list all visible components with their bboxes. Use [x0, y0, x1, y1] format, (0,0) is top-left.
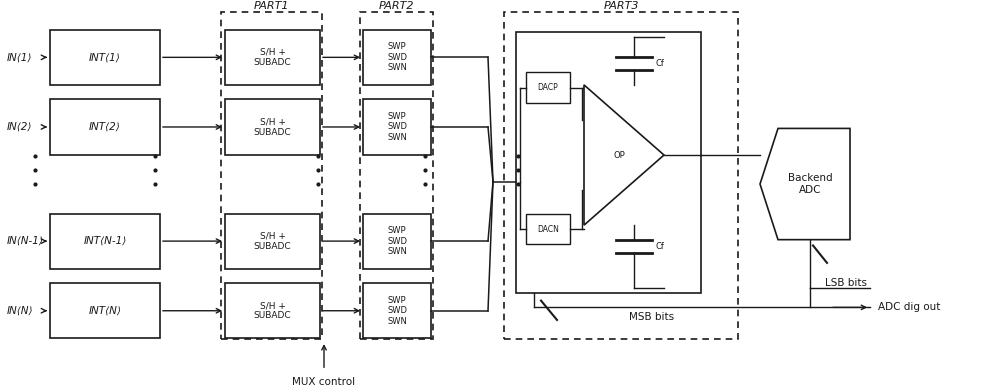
- Bar: [360, 12, 433, 339]
- Bar: [50, 30, 160, 85]
- Bar: [363, 99, 431, 154]
- Text: DACN: DACN: [537, 224, 559, 233]
- Bar: [225, 30, 320, 85]
- Bar: [225, 214, 320, 269]
- Text: S/H +
SUBADC: S/H + SUBADC: [254, 231, 291, 251]
- Text: S/H +
SUBADC: S/H + SUBADC: [254, 117, 291, 137]
- Text: PART3: PART3: [603, 1, 639, 10]
- Bar: [50, 214, 160, 269]
- Text: IN⟨N-1⟩: IN⟨N-1⟩: [7, 236, 44, 246]
- Text: SWP
SWD
SWN: SWP SWD SWN: [387, 43, 407, 72]
- Bar: [363, 214, 431, 269]
- Text: PART1: PART1: [254, 1, 289, 10]
- Bar: [526, 72, 570, 103]
- Bar: [526, 214, 570, 245]
- Text: LSB bits: LSB bits: [825, 278, 867, 288]
- Text: SWP
SWD
SWN: SWP SWD SWN: [387, 296, 407, 325]
- Polygon shape: [584, 85, 664, 225]
- Text: SWP
SWD
SWN: SWP SWD SWN: [387, 226, 407, 256]
- Text: PART2: PART2: [379, 1, 414, 10]
- Text: IN⟨1⟩: IN⟨1⟩: [7, 52, 32, 62]
- Text: Cf: Cf: [656, 59, 665, 68]
- Text: S/H +
SUBADC: S/H + SUBADC: [254, 301, 291, 320]
- Bar: [504, 12, 738, 339]
- Bar: [221, 12, 322, 339]
- Text: IN⟨2⟩: IN⟨2⟩: [7, 122, 32, 132]
- Text: Cf: Cf: [656, 242, 665, 251]
- Bar: [225, 99, 320, 154]
- Bar: [363, 30, 431, 85]
- Text: DACP: DACP: [538, 83, 558, 92]
- Text: INT⟨N-1⟩: INT⟨N-1⟩: [83, 236, 127, 246]
- Text: MUX control: MUX control: [292, 377, 356, 387]
- Text: Backend
ADC: Backend ADC: [788, 173, 832, 195]
- Text: INT⟨2⟩: INT⟨2⟩: [89, 122, 121, 132]
- Text: ADC dig out: ADC dig out: [878, 302, 940, 312]
- Text: INT⟨N⟩: INT⟨N⟩: [89, 306, 121, 316]
- Text: OP: OP: [613, 151, 625, 159]
- Text: MSB bits: MSB bits: [629, 312, 674, 322]
- Bar: [363, 283, 431, 338]
- Text: INT⟨1⟩: INT⟨1⟩: [89, 52, 121, 62]
- Text: S/H +
SUBADC: S/H + SUBADC: [254, 48, 291, 67]
- Bar: [50, 283, 160, 338]
- Text: IN⟨N⟩: IN⟨N⟩: [7, 306, 34, 316]
- Bar: [516, 32, 701, 293]
- Polygon shape: [760, 128, 850, 240]
- Bar: [225, 283, 320, 338]
- Text: SWP
SWD
SWN: SWP SWD SWN: [387, 112, 407, 142]
- Bar: [50, 99, 160, 154]
